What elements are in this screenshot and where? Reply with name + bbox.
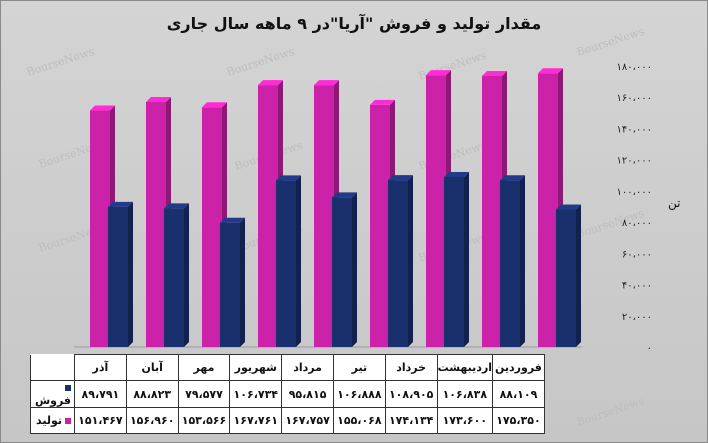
watermark-text: BourseNews xyxy=(575,25,646,59)
category-label: آذر xyxy=(74,354,127,381)
watermark-text: BourseNews xyxy=(225,45,296,79)
data-cell-production: ۱۷۴،۱۳۴ xyxy=(384,407,438,434)
y-tick-label: ۸۰،۰۰۰ xyxy=(622,218,652,229)
bar-sales-3 xyxy=(276,175,301,347)
category-label: اردیبهشت xyxy=(436,354,494,381)
data-cell-sales: ۸۸،۸۲۳ xyxy=(125,380,179,408)
bar-sales-1 xyxy=(164,203,189,347)
data-cell-production: ۱۵۶،۹۶۰ xyxy=(125,407,179,434)
data-cell-sales: ۱۰۶،۸۳۸ xyxy=(436,380,494,408)
y-tick-label: ۶۰،۰۰۰ xyxy=(622,249,652,260)
legend-swatch-production xyxy=(65,418,71,424)
data-cell-production: ۱۷۵،۳۵۰ xyxy=(492,407,545,434)
y-tick-label: ۲۰،۰۰۰ xyxy=(622,312,652,323)
data-cell-production: ۱۵۵،۰۶۸ xyxy=(332,407,386,434)
category-label: مهر xyxy=(177,354,231,381)
legend-production: تولید xyxy=(30,407,75,434)
bar-sales-7 xyxy=(500,175,525,347)
y-tick-label: ۰ xyxy=(647,343,652,354)
y-tick-label: ۱۴۰،۰۰۰ xyxy=(617,124,652,135)
y-axis-label: تن xyxy=(668,196,681,210)
table-corner xyxy=(30,354,75,381)
data-cell-sales: ۱۰۸،۹۰۵ xyxy=(384,380,438,408)
legend-sales: فروش xyxy=(30,380,75,408)
legend-swatch-sales xyxy=(65,385,71,391)
category-label: فروردین xyxy=(492,354,545,381)
bar-sales-8 xyxy=(556,204,581,347)
watermark-text: BourseNews xyxy=(25,45,96,79)
table-row-sales: ۸۸،۱۰۹ ۱۰۶،۸۳۸ ۱۰۸،۹۰۵ ۱۰۶،۸۸۸ ۹۵،۸۱۵ ۱۰۶،۷۳۴… xyxy=(30,380,545,408)
legend-label-production: تولید xyxy=(35,414,62,427)
data-cell-sales: ۷۹،۵۷۷ xyxy=(177,380,231,408)
y-tick-label: ۱۰۰،۰۰۰ xyxy=(617,187,652,198)
data-cell-sales: ۸۸،۱۰۹ xyxy=(492,380,545,408)
bar-sales-6 xyxy=(444,171,469,347)
category-label: آبان xyxy=(125,354,179,381)
y-tick-label: ۴۰،۰۰۰ xyxy=(622,281,652,292)
bar-sales-5 xyxy=(388,175,413,347)
bar-sales-0 xyxy=(108,201,133,347)
chart-title: مقدار تولید و فروش "آریا"در ۹ ماهه سال ج… xyxy=(166,14,542,33)
category-label: تیر xyxy=(332,354,386,381)
data-cell-production: ۱۶۷،۷۵۷ xyxy=(281,407,334,434)
bar-sales-4 xyxy=(332,192,357,347)
data-cell-production: ۱۶۷،۷۶۱ xyxy=(229,407,283,434)
watermark-text: BourseNews xyxy=(575,395,646,429)
data-cell-production: ۱۷۳،۶۰۰ xyxy=(436,407,494,434)
data-table: فروردین اردیبهشت خرداد تیر مرداد شهریور مهر آبا… xyxy=(30,354,545,434)
category-label: خرداد xyxy=(384,354,438,381)
category-label: شهریور xyxy=(229,354,283,381)
y-tick-label: ۱۲۰،۰۰۰ xyxy=(617,156,652,167)
table-header-row: فروردین اردیبهشت خرداد تیر مرداد شهریور مهر آبا… xyxy=(30,354,545,381)
data-cell-production: ۱۵۳،۵۶۶ xyxy=(177,407,231,434)
data-cell-sales: ۱۰۶،۸۸۸ xyxy=(332,380,386,408)
legend-label-sales: فروش xyxy=(34,394,71,407)
y-tick-label: ۱۸۰،۰۰۰ xyxy=(617,62,652,73)
data-cell-sales: ۸۹،۷۹۱ xyxy=(74,380,127,408)
y-axis-ticks: ۱۸۰،۰۰۰ ۱۶۰،۰۰۰ ۱۴۰،۰۰۰ ۱۲۰،۰۰۰ ۱۰۰،۰۰۰ ۸۰،۰۰… xyxy=(617,62,652,354)
bar-sales-2 xyxy=(220,217,245,347)
y-tick-label: ۱۶۰،۰۰۰ xyxy=(617,93,652,104)
data-cell-production: ۱۵۱،۴۶۷ xyxy=(74,407,127,434)
category-label: مرداد xyxy=(281,354,334,381)
data-cell-sales: ۱۰۶،۷۳۴ xyxy=(229,380,283,408)
data-cell-sales: ۹۵،۸۱۵ xyxy=(281,380,334,408)
table-row-production: ۱۷۵،۳۵۰ ۱۷۳،۶۰۰ ۱۷۴،۱۳۴ ۱۵۵،۰۶۸ ۱۶۷،۷۵۷ ۱۶۷،۷… xyxy=(30,407,545,434)
bar-layer xyxy=(74,68,582,348)
